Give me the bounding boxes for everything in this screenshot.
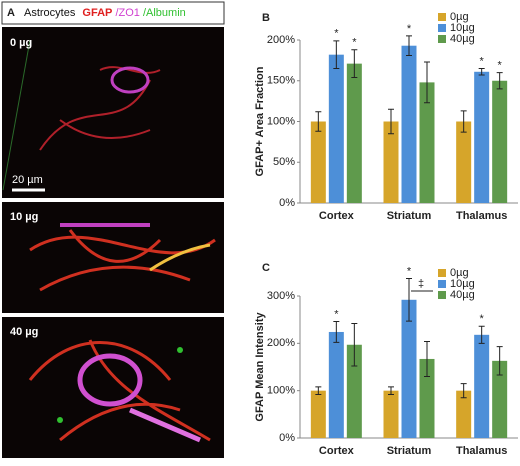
legend-label: 10µg xyxy=(450,278,475,290)
error-bar xyxy=(351,49,358,78)
legend-swatch xyxy=(438,280,446,288)
scale-bar-label: 20 µm xyxy=(12,174,43,186)
title-part: GFAP xyxy=(82,7,112,19)
panel-label: B xyxy=(262,12,270,24)
error-bar xyxy=(424,61,430,104)
y-axis-label: GFAP Mean Intensity xyxy=(254,312,266,422)
bar xyxy=(474,71,490,203)
panel-label: C xyxy=(262,262,270,274)
significance-label: * xyxy=(352,37,357,49)
significance-label: * xyxy=(407,23,412,35)
title-part: /Albumin xyxy=(143,7,186,19)
title-part: Astrocytes xyxy=(24,7,76,19)
significance-label: * xyxy=(480,55,485,67)
bar xyxy=(492,360,508,438)
annotation: ‡ xyxy=(418,278,424,290)
x-tick-label: Thalamus xyxy=(456,445,507,457)
bar xyxy=(456,390,472,438)
legend-label: 0µg xyxy=(450,11,469,23)
bar xyxy=(346,344,362,438)
bar xyxy=(401,45,417,203)
y-tick-label: 50% xyxy=(273,156,295,168)
legend-label: 40µg xyxy=(450,33,475,45)
bar xyxy=(383,121,399,203)
x-tick-label: Thalamus xyxy=(456,210,507,222)
error-bar xyxy=(460,110,467,133)
bar xyxy=(310,121,326,203)
significance-label: * xyxy=(498,60,503,72)
x-tick-label: Cortex xyxy=(319,210,355,222)
panel-a-title: Astrocytes GFAP /ZO1 /Albumin xyxy=(24,7,186,19)
error-bar xyxy=(315,386,322,395)
bar xyxy=(401,299,417,438)
error-bar xyxy=(406,277,412,322)
x-tick-label: Cortex xyxy=(319,445,355,457)
bar xyxy=(492,80,508,203)
y-tick-label: 100% xyxy=(267,385,295,397)
y-tick-label: 0% xyxy=(279,197,295,209)
y-axis-label: GFAP+ Area Fraction xyxy=(254,66,266,176)
y-tick-label: 200% xyxy=(267,337,295,349)
bar xyxy=(474,334,490,438)
micrograph xyxy=(2,202,224,313)
micrograph xyxy=(2,317,224,458)
y-tick-label: 150% xyxy=(267,75,295,87)
error-bar xyxy=(388,108,394,135)
x-tick-label: Striatum xyxy=(387,445,432,457)
bar xyxy=(346,63,362,204)
legend-swatch xyxy=(438,13,446,21)
legend-label: 40µg xyxy=(450,289,475,301)
image-label: 10 µg xyxy=(10,211,38,223)
significance-label: * xyxy=(334,28,339,40)
title-part: /ZO1 xyxy=(115,7,139,19)
error-bar xyxy=(388,386,394,395)
error-bar xyxy=(315,111,322,132)
significance-label: * xyxy=(407,265,412,277)
bar xyxy=(328,331,344,438)
legend-swatch xyxy=(438,24,446,32)
error-bar xyxy=(424,340,430,377)
image-label: 0 µg xyxy=(10,37,32,49)
micrograph xyxy=(2,27,224,198)
error-bar xyxy=(478,325,485,344)
bar xyxy=(419,82,435,203)
legend-swatch xyxy=(438,291,446,299)
y-tick-label: 0% xyxy=(279,432,295,444)
panel-a-header xyxy=(1,1,225,25)
error-bar xyxy=(496,72,503,90)
bar xyxy=(328,54,344,203)
error-bar xyxy=(406,35,412,56)
legend-swatch xyxy=(438,269,446,277)
legend-swatch xyxy=(438,35,446,43)
y-tick-label: 100% xyxy=(267,115,295,127)
bar xyxy=(383,390,399,438)
significance-label: * xyxy=(334,308,339,320)
bar xyxy=(310,390,326,438)
bar xyxy=(419,358,435,438)
panel-label: A xyxy=(7,7,15,19)
error-bar xyxy=(351,322,358,367)
image-label: 40 µg xyxy=(10,326,38,338)
error-bar xyxy=(333,321,340,343)
legend-label: 10µg xyxy=(450,22,475,34)
bar xyxy=(456,121,472,203)
error-bar xyxy=(496,346,503,376)
error-bar xyxy=(478,68,485,76)
x-tick-label: Striatum xyxy=(387,210,432,222)
legend-label: 0µg xyxy=(450,267,469,279)
significance-label: * xyxy=(480,313,485,325)
y-tick-label: 200% xyxy=(267,34,295,46)
y-tick-label: 300% xyxy=(267,290,295,302)
error-bar xyxy=(333,40,340,70)
error-bar xyxy=(460,383,467,399)
